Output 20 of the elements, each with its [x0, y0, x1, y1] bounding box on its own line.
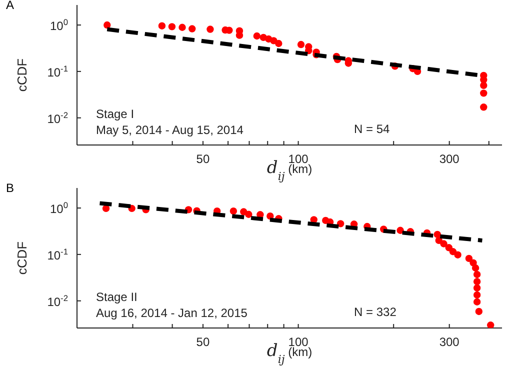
- annotation: Aug 16, 2014 - Jan 12, 2015: [96, 306, 248, 320]
- annotation: Stage I: [96, 107, 134, 121]
- y-tick-label: 10$^{-2}$: [47, 110, 68, 126]
- annotation: N = 54: [354, 122, 390, 136]
- annotation: May 5, 2014 - Aug 15, 2014: [96, 123, 244, 137]
- y-axis-title: cCDF: [14, 241, 30, 275]
- chart-title: B: [6, 181, 14, 195]
- chart-title: A: [6, 0, 14, 12]
- y-tick-label: 10$^{-2}$: [47, 292, 68, 309]
- y-tick-label: 10$^{0}$: [50, 17, 68, 34]
- y-tick-label: 10$^{0}$: [50, 200, 68, 216]
- x-tick-label: 50: [196, 152, 210, 166]
- y-tick-label: 10$^{-1}$: [47, 63, 68, 80]
- annotation: N = 332: [354, 305, 396, 319]
- annotation: Stage II: [96, 290, 138, 304]
- x-tick-label: 50: [196, 335, 210, 349]
- y-tick-label: 10$^{-1}$: [47, 246, 68, 262]
- y-axis-title: cCDF: [14, 58, 30, 92]
- x-tick-label: 300: [439, 152, 460, 166]
- x-tick-label: 300: [439, 335, 460, 349]
